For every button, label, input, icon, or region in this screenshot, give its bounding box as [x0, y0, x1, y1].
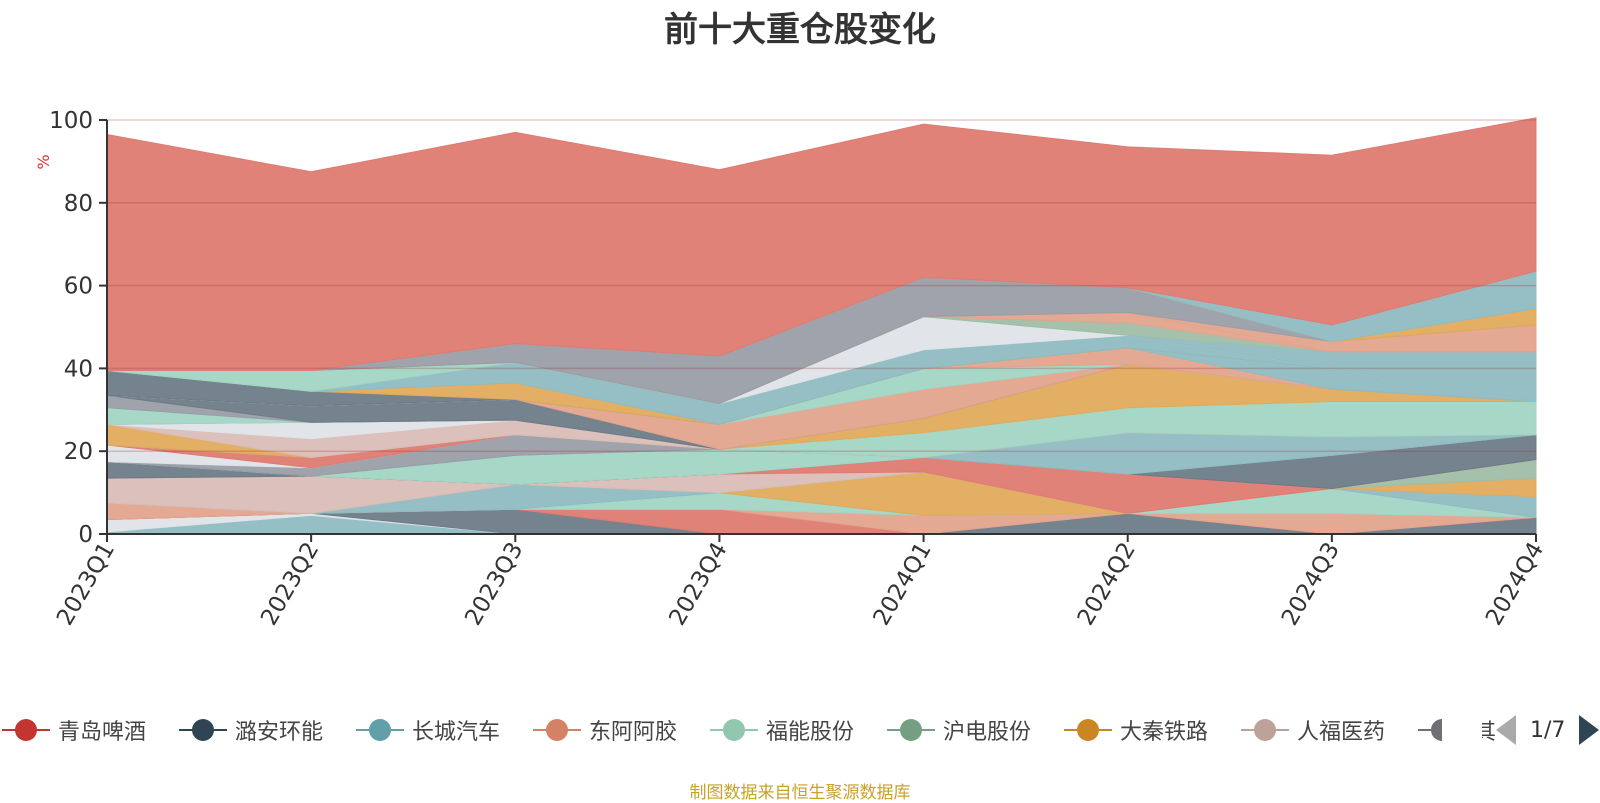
- legend-label: 沪电股份: [943, 720, 1032, 745]
- legend-label: 青岛啤酒: [58, 720, 147, 745]
- x-tick-label: 2024Q1: [869, 538, 937, 630]
- grid-lines: [107, 119, 1536, 452]
- legend-label: 大秦铁路: [1120, 720, 1209, 745]
- legend-symbol-icon: [710, 715, 758, 745]
- y-tick-label: 60: [64, 274, 93, 300]
- legend-prev-page-icon[interactable]: [1496, 715, 1516, 745]
- legend-next-page-icon[interactable]: [1579, 715, 1600, 745]
- area-series-42: [106, 117, 1537, 371]
- y-tick-label: 100: [49, 108, 93, 134]
- legend-label: 东阿阿胶: [589, 720, 678, 745]
- legend-symbol-icon: [1064, 715, 1112, 745]
- legend-symbol-icon: [887, 715, 935, 745]
- legend-label: 潞安环能: [235, 720, 324, 745]
- chart-title: 前十大重仓股变化: [664, 10, 936, 50]
- legend-item[interactable]: 东阿阿胶: [533, 710, 677, 750]
- legend-symbol-icon: [356, 715, 404, 745]
- legend-overflow-mask: [1442, 710, 1482, 750]
- legend-item[interactable]: 沪电股份: [887, 710, 1031, 750]
- legend-item[interactable]: 人福医药: [1241, 710, 1385, 750]
- x-tick-label: 2024Q2: [1073, 538, 1141, 630]
- legend-symbol-icon: [2, 715, 50, 745]
- x-tick-label: 2023Q1: [52, 538, 120, 630]
- legend-item[interactable]: 青岛啤酒: [2, 710, 146, 750]
- legend-pager: 1/7: [1496, 710, 1600, 750]
- legend: 青岛啤酒 潞安环能 长城汽车 东阿阿胶 福能股份 沪电股份 大秦铁路 人福医药其: [0, 710, 1600, 750]
- legend-symbol-icon: [533, 715, 581, 745]
- x-tick-label: 2023Q4: [664, 538, 732, 630]
- y-tick-label: 40: [64, 356, 93, 382]
- legend-item[interactable]: 长城汽车: [356, 710, 500, 750]
- legend-symbol-icon: [1241, 715, 1289, 745]
- legend-item[interactable]: 大秦铁路: [1064, 710, 1208, 750]
- x-tick-label: 2024Q4: [1481, 538, 1549, 630]
- legend-symbol-icon: [179, 715, 227, 745]
- source-note: 制图数据来自恒生聚源数据库: [689, 783, 911, 803]
- area-series-layer: [106, 117, 1537, 535]
- x-tick-label: 2023Q2: [256, 538, 324, 630]
- y-axis-label: %: [34, 154, 53, 169]
- y-tick-label: 20: [64, 439, 93, 465]
- legend-item[interactable]: 福能股份: [710, 710, 854, 750]
- y-tick-label: 80: [64, 191, 93, 217]
- legend-item[interactable]: 潞安环能: [179, 710, 323, 750]
- legend-page-indicator: 1/7: [1530, 717, 1566, 743]
- y-tick-label: 0: [78, 522, 93, 548]
- x-tick-label: 2024Q3: [1277, 538, 1345, 630]
- legend-label: 福能股份: [766, 720, 855, 745]
- legend-label: 人福医药: [1297, 720, 1386, 745]
- legend-label: 长城汽车: [412, 720, 501, 745]
- x-tick-label: 2023Q3: [460, 538, 528, 630]
